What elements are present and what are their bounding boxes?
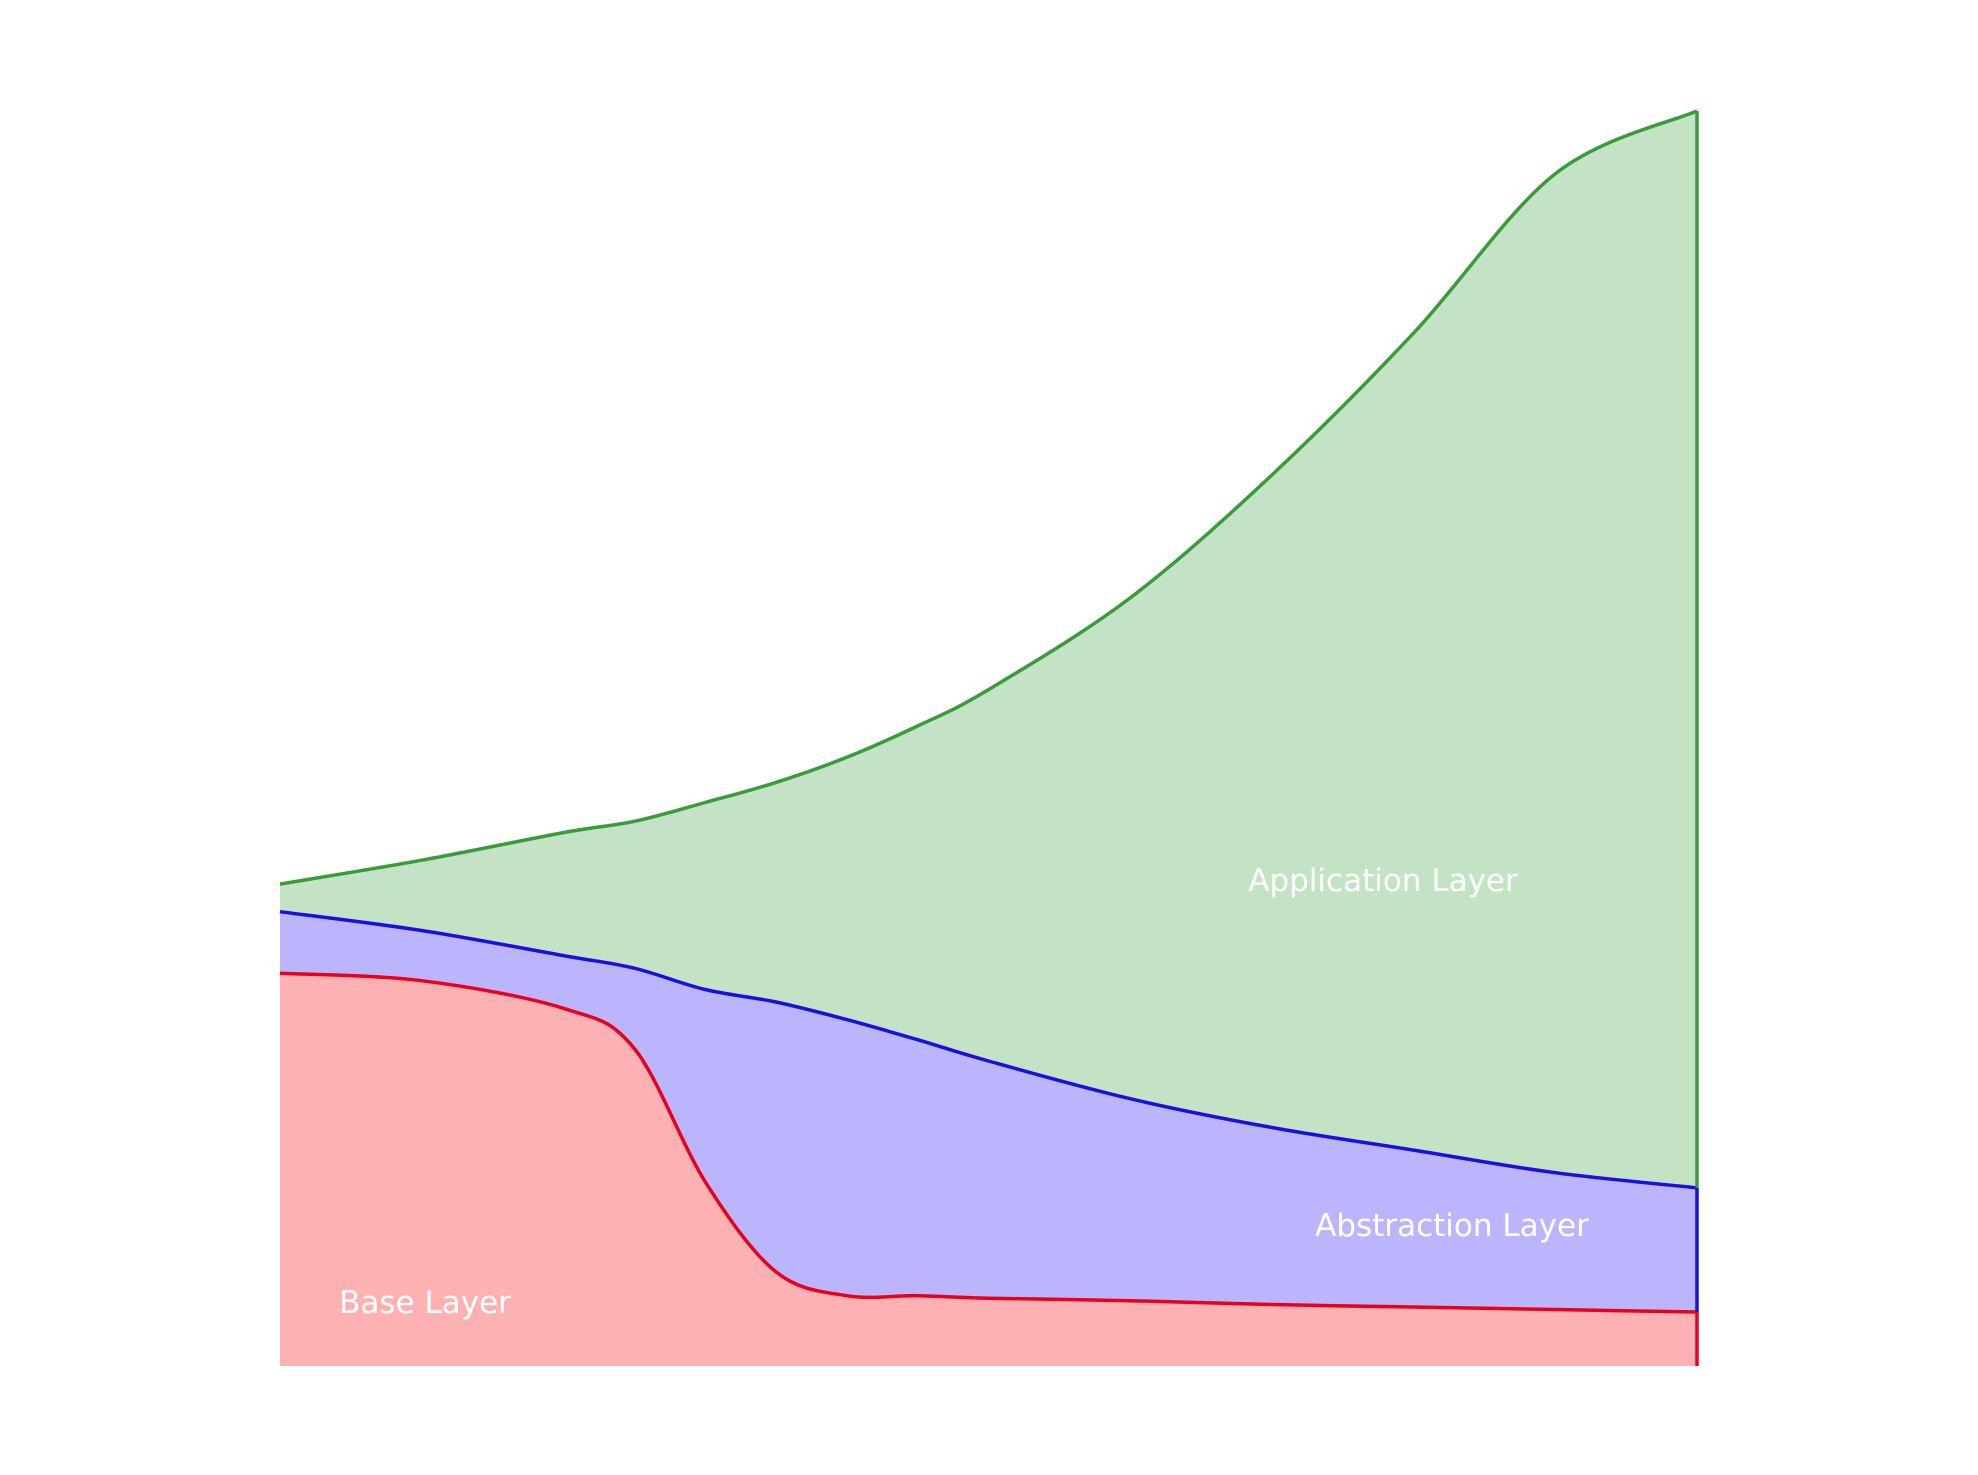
line-abstraction-layer xyxy=(279,909,1698,1190)
line-base-layer xyxy=(279,971,1698,1314)
label-base-layer: Base Layer xyxy=(339,1285,511,1321)
series-lines xyxy=(279,109,1699,1366)
line-application-layer xyxy=(279,109,1698,886)
layer-labels: Application Layer Abstraction Layer Base… xyxy=(339,863,1589,1321)
label-application-layer: Application Layer xyxy=(1248,863,1518,899)
label-abstraction-layer: Abstraction Layer xyxy=(1315,1208,1589,1244)
area-fills xyxy=(280,111,1697,1366)
area-application-layer xyxy=(280,111,1697,1188)
area-abstraction-layer xyxy=(280,911,1697,1312)
area-base-layer xyxy=(280,973,1697,1366)
